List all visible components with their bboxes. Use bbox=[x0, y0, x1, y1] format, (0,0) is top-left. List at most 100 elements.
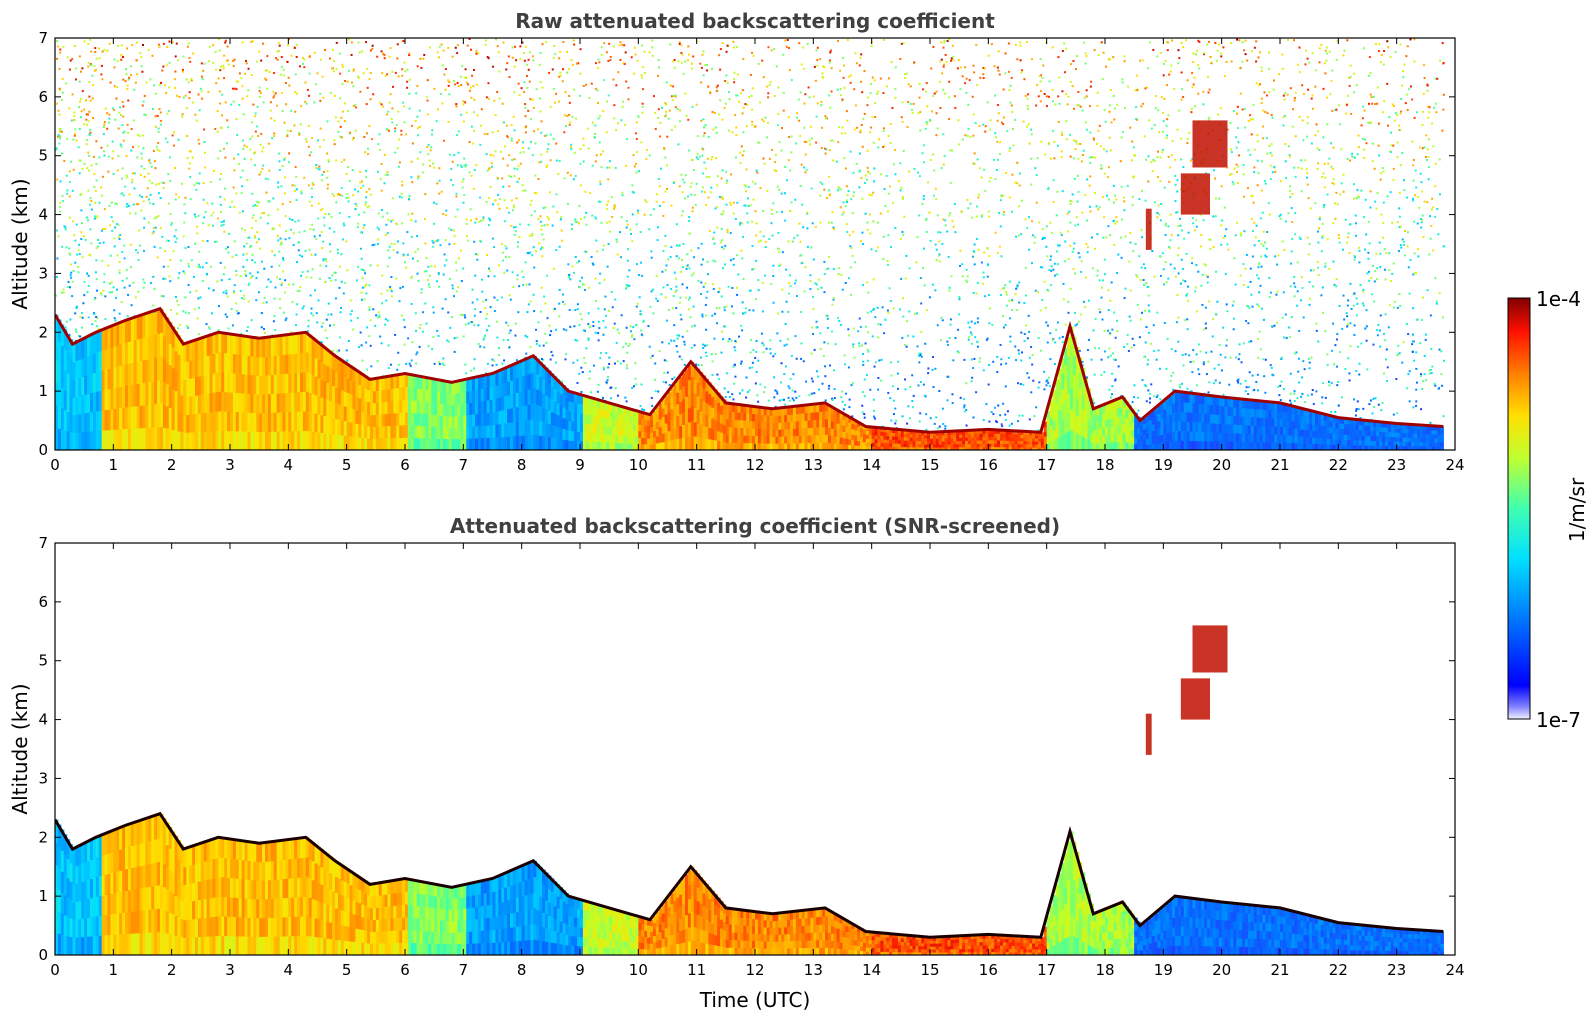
noise-pixel bbox=[264, 69, 267, 72]
backscatter-cell bbox=[927, 447, 931, 450]
backscatter-cell bbox=[349, 407, 354, 423]
backscatter-cell bbox=[845, 438, 849, 445]
noise-pixel bbox=[258, 201, 261, 204]
noise-pixel bbox=[849, 81, 852, 84]
backscatter-cell bbox=[594, 407, 599, 417]
backscatter-cell bbox=[475, 401, 479, 415]
noise-pixel bbox=[464, 101, 467, 104]
backscatter-cell bbox=[801, 427, 806, 436]
backscatter-cell bbox=[912, 443, 917, 448]
noise-pixel bbox=[613, 204, 616, 207]
backscatter-cell bbox=[629, 429, 634, 437]
backscatter-cell bbox=[682, 398, 686, 413]
backscatter-cell bbox=[1417, 437, 1421, 443]
noise-pixel bbox=[641, 76, 644, 79]
noise-pixel bbox=[952, 59, 955, 62]
backscatter-cell bbox=[297, 391, 301, 412]
backscatter-cell bbox=[889, 446, 893, 450]
noise-pixel bbox=[798, 119, 801, 122]
backscatter-cell bbox=[991, 436, 995, 441]
noise-pixel bbox=[397, 363, 400, 366]
noise-pixel bbox=[1212, 215, 1215, 218]
backscatter-cell bbox=[1186, 411, 1191, 422]
backscatter-cell bbox=[1420, 445, 1424, 450]
noise-pixel bbox=[134, 81, 137, 84]
noise-pixel bbox=[824, 399, 827, 402]
backscatter-cell bbox=[399, 374, 403, 388]
backscatter-cell bbox=[825, 418, 829, 428]
noise-pixel bbox=[1252, 103, 1255, 106]
noise-pixel bbox=[936, 231, 939, 234]
noise-pixel bbox=[635, 263, 638, 266]
backscatter-cell bbox=[352, 408, 357, 424]
backscatter-cell bbox=[1177, 430, 1182, 441]
noise-pixel bbox=[920, 302, 923, 305]
noise-pixel bbox=[338, 194, 341, 197]
backscatter-cell bbox=[197, 339, 202, 359]
backscatter-cell bbox=[343, 435, 348, 450]
backscatter-cell bbox=[174, 370, 179, 392]
backscatter-cell bbox=[664, 395, 669, 406]
noise-pixel bbox=[1289, 399, 1292, 402]
backscatter-cell bbox=[1201, 403, 1205, 414]
noise-pixel bbox=[773, 396, 776, 399]
backscatter-cell bbox=[1297, 407, 1302, 416]
backscatter-cell bbox=[708, 427, 712, 440]
noise-pixel bbox=[192, 52, 195, 55]
noise-pixel bbox=[378, 101, 381, 104]
backscatter-cell bbox=[136, 361, 141, 384]
backscatter-cell bbox=[1107, 426, 1112, 435]
noise-pixel bbox=[1009, 340, 1012, 343]
backscatter-cell bbox=[507, 367, 511, 382]
noise-pixel bbox=[664, 296, 667, 299]
backscatter-cell bbox=[177, 411, 182, 432]
backscatter-cell bbox=[1072, 355, 1077, 376]
backscatter-cell bbox=[865, 446, 870, 450]
noise-pixel bbox=[841, 400, 844, 403]
noise-pixel bbox=[570, 223, 573, 226]
backscatter-cell bbox=[644, 419, 648, 426]
noise-pixel bbox=[994, 406, 997, 409]
backscatter-cell bbox=[985, 443, 989, 448]
backscatter-cell bbox=[1402, 445, 1407, 450]
noise-pixel bbox=[1233, 317, 1236, 320]
backscatter-cell bbox=[504, 368, 508, 383]
backscatter-cell bbox=[574, 430, 578, 442]
noise-pixel bbox=[81, 167, 84, 170]
noise-pixel bbox=[569, 146, 572, 149]
noise-pixel bbox=[1214, 197, 1217, 200]
backscatter-cell bbox=[1105, 434, 1109, 443]
backscatter-cell bbox=[1382, 445, 1386, 450]
backscatter-cell bbox=[862, 437, 867, 443]
backscatter-cell bbox=[714, 429, 718, 441]
noise-pixel bbox=[902, 42, 905, 45]
backscatter-cell bbox=[1253, 441, 1258, 450]
noise-pixel bbox=[368, 124, 371, 127]
noise-pixel bbox=[996, 119, 999, 122]
noise-pixel bbox=[1167, 155, 1170, 158]
backscatter-cell bbox=[612, 419, 616, 428]
backscatter-cell bbox=[1154, 408, 1159, 416]
noise-pixel bbox=[106, 127, 109, 130]
backscatter-cell bbox=[195, 431, 199, 450]
noise-pixel bbox=[1441, 129, 1444, 132]
noise-pixel bbox=[1370, 96, 1373, 99]
backscatter-cell bbox=[1043, 440, 1048, 446]
noise-pixel bbox=[979, 76, 982, 79]
noise-pixel bbox=[945, 60, 948, 63]
backscatter-cell bbox=[722, 407, 727, 417]
backscatter-cell bbox=[1212, 413, 1217, 424]
backscatter-cell bbox=[221, 410, 225, 432]
backscatter-cell bbox=[1399, 445, 1404, 450]
backscatter-cell bbox=[410, 412, 415, 426]
backscatter-cell bbox=[967, 430, 972, 435]
noise-pixel bbox=[137, 290, 140, 293]
backscatter-cell bbox=[804, 435, 809, 444]
backscatter-cell bbox=[1233, 406, 1237, 417]
backscatter-cell bbox=[1000, 433, 1004, 438]
noise-pixel bbox=[386, 319, 389, 322]
noise-pixel bbox=[1111, 328, 1114, 331]
backscatter-cell bbox=[1058, 409, 1062, 424]
noise-pixel bbox=[1170, 233, 1173, 236]
backscatter-cell bbox=[868, 442, 873, 447]
